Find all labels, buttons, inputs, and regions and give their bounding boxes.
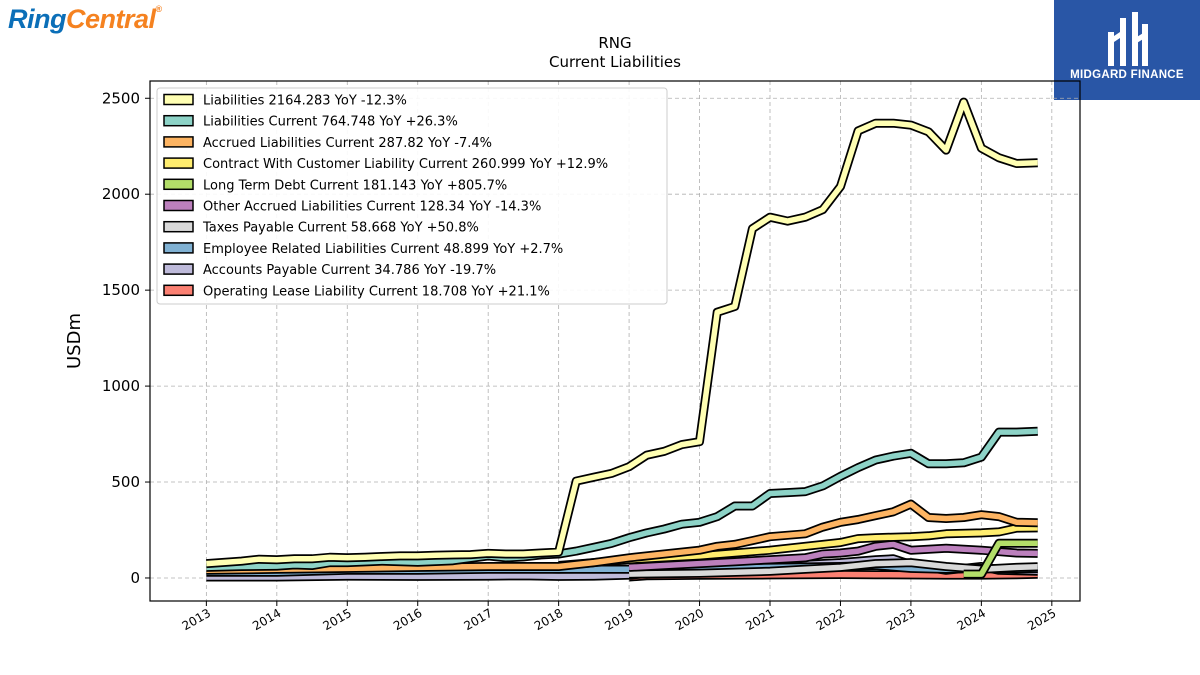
- series-stroke: [628, 541, 1038, 571]
- x-tick-label: 2013: [180, 606, 213, 633]
- y-tick-label: 1500: [102, 281, 140, 299]
- legend-label: Liabilities 2164.283 YoY -12.3%: [203, 94, 407, 109]
- series-stroke: [629, 559, 1038, 577]
- x-tick-label: 2020: [673, 606, 706, 633]
- series-line: [206, 426, 1038, 572]
- x-tick-label: 2023: [884, 606, 917, 633]
- chart-title: RNG: [598, 34, 631, 52]
- legend-swatch: [163, 114, 194, 127]
- legend-swatch: [163, 157, 194, 169]
- ringcentral-logo: RingCentral®: [8, 4, 162, 35]
- midgard-logo-icon: [1108, 12, 1148, 66]
- y-axis-label: USDm: [64, 313, 85, 369]
- y-tick-label: 0: [130, 569, 140, 587]
- series-line: [963, 538, 1038, 579]
- legend: Liabilities 2164.283 YoY -12.3% Liabiliti…: [156, 87, 668, 305]
- legend-label: Other Accrued Liabilities Current 128.34…: [203, 200, 541, 215]
- series-layer: [206, 97, 1038, 582]
- x-tick-label: 2018: [532, 606, 565, 633]
- series-line: [628, 539, 1038, 572]
- x-tick-label: 2017: [461, 606, 494, 633]
- y-tick-label: 2000: [102, 185, 140, 203]
- logo-text-central: Central: [66, 4, 156, 34]
- x-axis: 2013 2014 2015 2016 2017 2018 2019 2020 2021 2022…: [180, 601, 1059, 633]
- x-tick-label: 2022: [814, 606, 847, 633]
- series-line: [206, 499, 1038, 575]
- legend-label: Liabilities Current 764.748 YoY +26.3%: [203, 115, 458, 130]
- legend-label: Contract With Customer Liability Current…: [203, 157, 608, 172]
- legend-label: Employee Related Liabilities Current 48.…: [203, 242, 563, 257]
- midgard-finance-label: MIDGARD FINANCE: [1070, 69, 1184, 81]
- legend-label: Accounts Payable Current 34.786 YoY -19.…: [203, 263, 496, 278]
- logo-text-ring: Ring: [8, 4, 67, 34]
- series-stroke: [963, 540, 1038, 577]
- x-tick-label: 2015: [321, 606, 354, 633]
- series-stroke: [206, 428, 1038, 571]
- x-tick-label: 2014: [250, 606, 283, 633]
- series-stroke: [206, 99, 1038, 567]
- legend-label: Accrued Liabilities Current 287.82 YoY -…: [203, 136, 492, 151]
- x-tick-label: 2019: [602, 606, 635, 633]
- x-tick-label: 2021: [743, 606, 776, 633]
- y-tick-label: 1000: [102, 377, 140, 395]
- legend-label: Operating Lease Liability Current 18.708…: [203, 284, 550, 299]
- series-line: [629, 558, 1038, 579]
- legend-swatch: [163, 263, 194, 275]
- series-line: [206, 97, 1038, 569]
- legend-swatch: [163, 136, 194, 148]
- x-tick-label: 2016: [391, 606, 424, 633]
- legend-label: Taxes Payable Current 58.668 YoY +50.8%: [202, 221, 479, 236]
- registered-mark: ®: [155, 4, 163, 14]
- legend-swatch: [163, 242, 194, 254]
- y-tick-label: 2500: [102, 89, 140, 107]
- legend-swatch: [163, 220, 194, 233]
- x-tick-label: 2024: [955, 606, 988, 633]
- legend-swatch: [163, 93, 194, 106]
- plot-frame: [149, 80, 1081, 602]
- series-stroke: [206, 501, 1038, 574]
- legend-label: Long Term Debt Current 181.143 YoY +805.…: [203, 178, 507, 193]
- y-axis: 0 500 1000 1500 2000 2500: [102, 89, 150, 587]
- midgard-finance-watermark: MIDGARD FINANCE: [1054, 0, 1200, 100]
- legend-box: [156, 87, 668, 305]
- legend-swatch: [163, 284, 194, 297]
- legend-swatch: [163, 199, 194, 212]
- y-tick-label: 500: [111, 473, 140, 491]
- x-tick-label: 2025: [1025, 606, 1058, 633]
- chart-subtitle: Current Liabilities: [549, 53, 681, 71]
- legend-swatch: [163, 178, 194, 191]
